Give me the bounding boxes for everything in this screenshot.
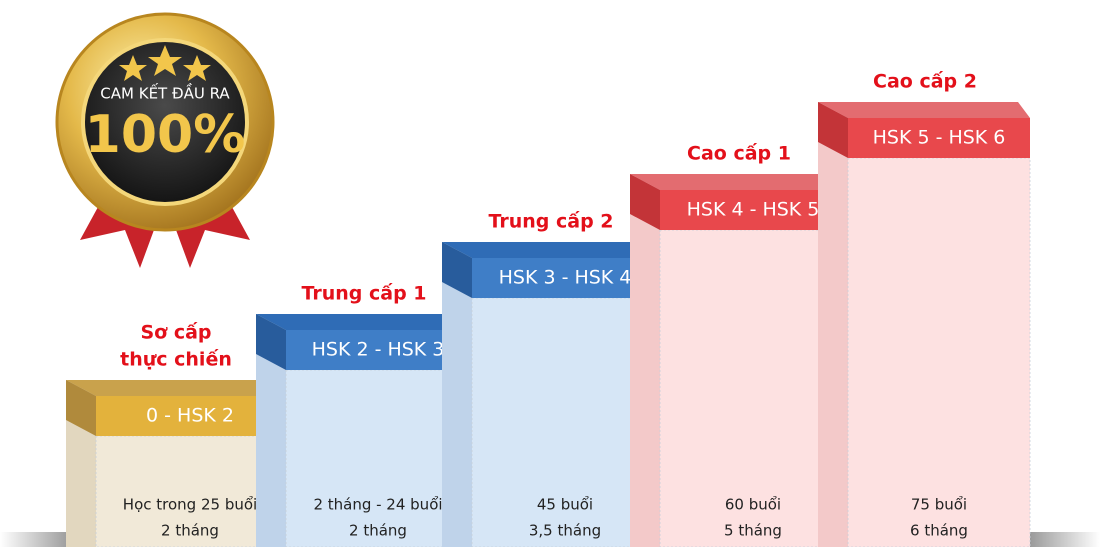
steps: 0 - HSK 2 Sơ cấp thực chiến Học trong 25 bu…: [66, 70, 1031, 547]
step-title: Cao cấp 2: [873, 70, 977, 93]
step-detail: Học trong 25 buổi: [123, 496, 257, 514]
column: [471, 297, 659, 547]
step-top: [818, 102, 1030, 118]
step-detail: 3,5 tháng: [529, 522, 601, 540]
step-side: [66, 380, 96, 436]
step-front: [660, 190, 846, 230]
step-side: [256, 314, 286, 370]
step-detail: 60 buổi: [725, 496, 781, 514]
badge-value: 100%: [85, 105, 246, 165]
step-top: [630, 174, 846, 190]
step-detail: 75 buổi: [911, 496, 967, 514]
step-detail: 2 tháng: [349, 522, 407, 540]
step-top: [442, 242, 658, 258]
badge: CAM KẾT ĐẦU RA 100%: [55, 12, 275, 268]
step-front: [848, 118, 1030, 158]
step-top: [256, 314, 470, 330]
step-detail: 6 tháng: [910, 522, 968, 540]
column-side: [256, 314, 286, 547]
column: [285, 369, 471, 547]
step-side: [818, 102, 848, 158]
column: [659, 229, 847, 547]
floor-shadow: [1030, 532, 1100, 547]
step-detail: 2 tháng - 24 buổi: [313, 496, 442, 514]
step-front: [96, 396, 284, 436]
step-front: [286, 330, 470, 370]
column: [847, 157, 1031, 547]
step-detail: 45 buổi: [537, 496, 593, 514]
column-side: [630, 174, 660, 547]
step-level: 0 - HSK 2: [146, 405, 234, 427]
column-side: [442, 242, 472, 547]
step-title: Sơ cấp: [140, 321, 211, 344]
step-level: HSK 4 - HSK 5: [687, 199, 820, 221]
step-detail: 5 tháng: [724, 522, 782, 540]
floor-shadow: [0, 532, 70, 547]
column: [95, 435, 285, 547]
step-front: [472, 258, 658, 298]
step-side: [442, 242, 472, 298]
step-detail: 2 tháng: [161, 522, 219, 540]
step-title: Trung cấp 2: [488, 210, 613, 233]
step-level: HSK 3 - HSK 4: [499, 267, 632, 289]
column-side: [818, 102, 848, 547]
step-level: HSK 2 - HSK 3: [312, 339, 445, 361]
step-level: HSK 5 - HSK 6: [873, 127, 1006, 149]
badge-caption: CAM KẾT ĐẦU RA: [100, 82, 230, 103]
step-title: Trung cấp 1: [301, 282, 426, 305]
step-title: thực chiến: [120, 348, 232, 371]
step-top: [66, 380, 284, 396]
step-title: Cao cấp 1: [687, 142, 791, 165]
step-side: [630, 174, 660, 230]
